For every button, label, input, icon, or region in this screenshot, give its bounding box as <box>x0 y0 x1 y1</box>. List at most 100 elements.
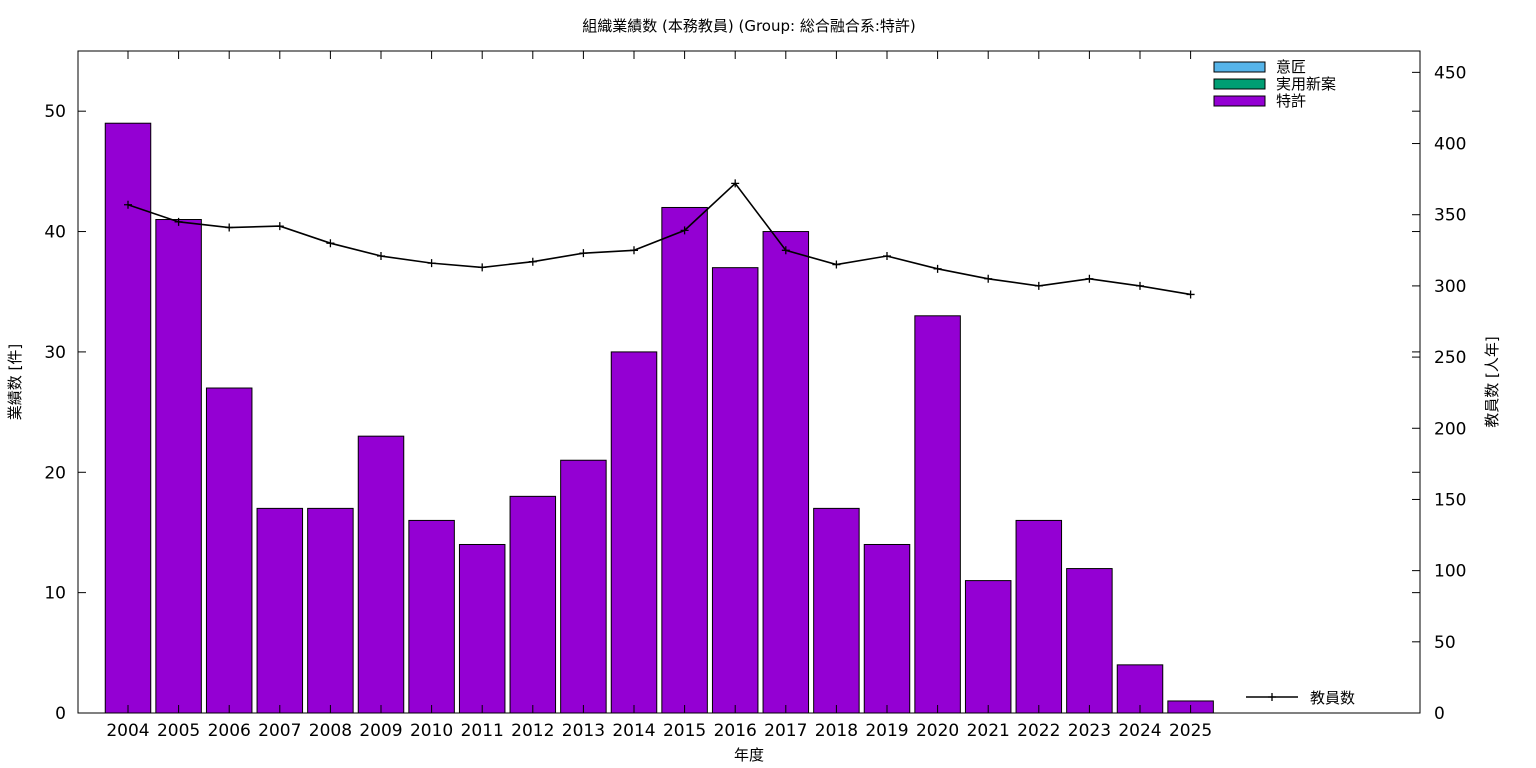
bar-特許-2014 <box>610 351 658 714</box>
bar-特許-2024 <box>1116 664 1164 714</box>
bar-特許-2008 <box>307 507 354 714</box>
y-tick-label: 50 <box>44 102 66 122</box>
legend-label-line: 教員数 <box>1310 689 1355 707</box>
line-教員数 <box>127 182 1191 296</box>
x-tick-label: 2024 <box>1118 721 1161 741</box>
x-tick-label: 2025 <box>1169 721 1212 741</box>
line-point-2025 <box>1186 290 1195 299</box>
y-axis-right: 0 50 100 150 200 250 300 350 400 450 <box>1412 63 1466 724</box>
y-tick-label: 40 <box>44 223 66 243</box>
legend-swatch-意匠 <box>1213 61 1266 73</box>
y2-tick-label: 50 <box>1434 633 1456 653</box>
y2-tick-label: 300 <box>1434 277 1466 297</box>
y2-tick-label: 450 <box>1434 63 1466 83</box>
y-tick-label: 20 <box>44 463 66 483</box>
line-point-2022 <box>1034 281 1043 290</box>
y-tick-label: 0 <box>55 704 66 724</box>
line-point-2011 <box>478 263 487 272</box>
bar-特許-2007 <box>256 507 304 714</box>
legend-label-実用新案: 実用新案 <box>1276 75 1336 93</box>
legend-label-意匠: 意匠 <box>1276 58 1306 76</box>
x-tick-label: 2011 <box>461 721 504 741</box>
bar-特許-2020 <box>914 315 961 714</box>
y2-axis-label: 教員数 [人年] <box>1483 336 1501 427</box>
x-tick-label: 2008 <box>309 721 352 741</box>
x-tick-label: 2016 <box>714 721 757 741</box>
line-series-group <box>124 179 1195 299</box>
x-tick-label: 2006 <box>208 721 251 741</box>
y2-tick-label: 250 <box>1434 348 1466 368</box>
line-point-2012 <box>528 257 537 266</box>
x-tick-label: 2021 <box>967 721 1010 741</box>
x-tick-label: 2015 <box>663 721 706 741</box>
x-tick-label: 2020 <box>916 721 959 741</box>
x-tick-label: 2023 <box>1068 721 1111 741</box>
y-tick-label: 30 <box>44 343 66 363</box>
x-tick-label: 2010 <box>410 721 453 741</box>
line-point-2024 <box>1136 281 1144 290</box>
x-tick-label: 2019 <box>865 721 908 741</box>
x-axis: 2004 2005 2006 2007 2008 2009 2010 2011 2012 2013… <box>106 51 1212 741</box>
y-tick-label: 10 <box>44 584 66 604</box>
legend-line-marker <box>1268 693 1276 701</box>
line-point-2016 <box>731 179 740 188</box>
x-axis-label: 年度 <box>734 746 764 764</box>
bar-特許-2012 <box>509 495 557 714</box>
chart-title: 組織業績数 (本務教員) (Group: 総合融合系:特許) <box>582 17 916 35</box>
y2-tick-label: 100 <box>1434 562 1466 582</box>
bar-特許-2004 <box>104 122 152 714</box>
line-point-2015 <box>680 226 689 235</box>
x-tick-label: 2017 <box>764 721 807 741</box>
line-point-2008 <box>326 239 335 248</box>
line-point-2018 <box>832 260 841 269</box>
bar-特許-2023 <box>1066 568 1113 714</box>
bar-特許-2010 <box>408 519 455 714</box>
bar-特許-2006 <box>205 387 253 714</box>
x-tick-label: 2004 <box>106 721 149 741</box>
bar-特許-2018 <box>813 507 860 714</box>
x-tick-label: 2018 <box>815 721 858 741</box>
y2-tick-label: 150 <box>1434 490 1466 510</box>
x-tick-label: 2007 <box>258 721 301 741</box>
line-point-2007 <box>275 222 284 231</box>
bar-特許-2015 <box>661 206 708 714</box>
bar-特許-2017 <box>762 231 810 714</box>
line-point-2009 <box>377 252 385 261</box>
bar-特許-2011 <box>458 543 506 714</box>
line-point-2005 <box>174 217 183 226</box>
line-point-2004 <box>124 200 132 209</box>
bar-特許-2021 <box>964 580 1012 714</box>
x-tick-label: 2009 <box>359 721 402 741</box>
y2-tick-label: 400 <box>1434 135 1466 155</box>
bar-特許-2005 <box>155 219 202 714</box>
bar-特許-2022 <box>1015 519 1063 714</box>
x-tick-label: 2013 <box>562 721 605 741</box>
line-point-2010 <box>427 259 436 268</box>
bars-group <box>104 122 1214 714</box>
x-tick-label: 2005 <box>157 721 200 741</box>
line-point-2014 <box>630 246 638 255</box>
line-point-2020 <box>933 264 942 273</box>
bar-特許-2016 <box>711 267 759 714</box>
line-point-2021 <box>984 274 993 283</box>
y-axis-left: 0 10 20 30 40 50 <box>44 102 1420 724</box>
y2-tick-label: 0 <box>1434 704 1445 724</box>
bar-特許-2019 <box>863 543 911 714</box>
bar-特許-2013 <box>560 459 607 714</box>
plot-frame <box>77 50 1421 714</box>
legend-swatch-特許 <box>1213 95 1266 107</box>
line-point-2017 <box>781 246 790 255</box>
y2-tick-label: 200 <box>1434 419 1466 439</box>
x-tick-label: 2022 <box>1017 721 1060 741</box>
legend-label-特許: 特許 <box>1276 92 1306 110</box>
line-point-2013 <box>579 249 588 258</box>
line-point-2006 <box>225 223 234 232</box>
y-axis-label: 業績数 [件] <box>6 344 24 420</box>
line-point-2023 <box>1085 274 1094 283</box>
x-tick-label: 2014 <box>612 721 655 741</box>
legend-swatch-実用新案 <box>1213 78 1266 90</box>
bar-特許-2009 <box>357 435 405 714</box>
x-tick-label: 2012 <box>511 721 554 741</box>
